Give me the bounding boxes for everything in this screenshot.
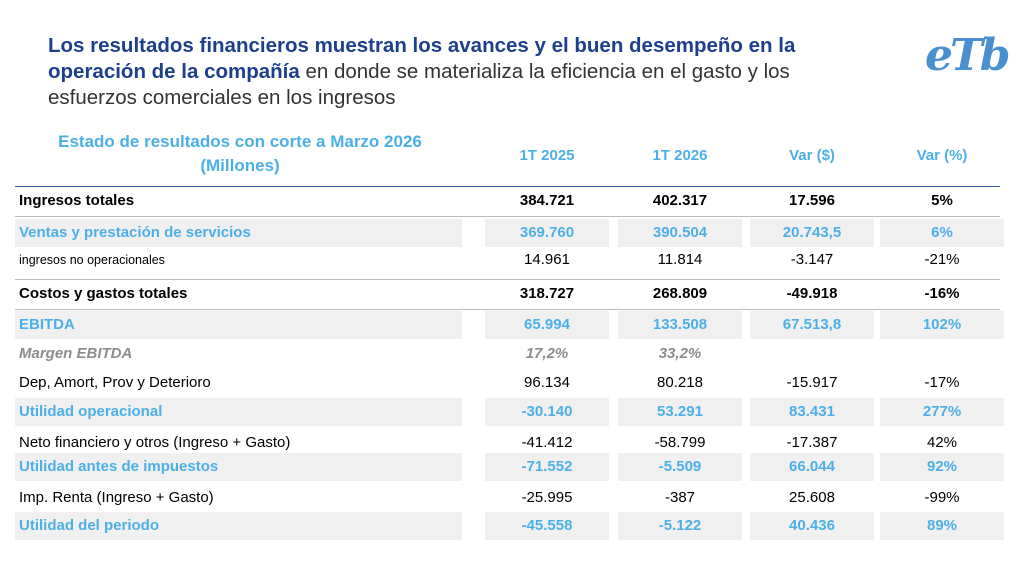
cell-value: -5.509 <box>618 453 742 481</box>
cell-value: 92% <box>880 453 1004 481</box>
headline-rest: en donde se materializa la eficiencia en… <box>48 60 790 109</box>
cell-value: 17.596 <box>789 192 835 209</box>
cell-value: 318.727 <box>519 285 575 302</box>
column-header: 1T 2025 <box>519 147 575 164</box>
cell-value: 390.504 <box>618 219 742 247</box>
cell-value: -49.918 <box>786 285 838 302</box>
cell-value: 96.134 <box>524 374 570 391</box>
row-rule <box>15 216 1000 217</box>
cell-value: -21% <box>924 251 960 268</box>
cell-value: 402.317 <box>652 192 708 209</box>
row-label: Utilidad operacional <box>15 398 462 426</box>
cell-value: 102% <box>880 311 1004 339</box>
cell-value: 65.994 <box>485 311 609 339</box>
row-label: ingresos no operacionales <box>19 253 165 267</box>
cell-value: 11.814 <box>657 251 703 268</box>
column-header: Var ($) <box>789 147 835 164</box>
cell-value: -15.917 <box>786 374 838 391</box>
row-label: EBITDA <box>15 311 462 339</box>
cell-value: 20.743,5 <box>750 219 874 247</box>
cell-value: -387 <box>664 489 696 506</box>
cell-value: -3.147 <box>790 251 834 268</box>
table-caption-unit: (Millones) <box>200 156 280 175</box>
row-rule <box>15 279 1000 280</box>
cell-value: 80.218 <box>657 374 703 391</box>
cell-value: -17% <box>924 374 960 391</box>
cell-value: -45.558 <box>485 512 609 540</box>
row-label: Dep, Amort, Prov y Deterioro <box>19 374 211 391</box>
cell-value: 14.961 <box>524 251 570 268</box>
cell-value: -30.140 <box>485 398 609 426</box>
cell-value: 42% <box>926 434 958 451</box>
cell-value: 268.809 <box>652 285 708 302</box>
headline: Los resultados financieros muestran los … <box>48 33 868 111</box>
logo: eTb <box>925 30 1010 81</box>
row-label: Costos y gastos totales <box>19 285 188 302</box>
cell-value: 83.431 <box>750 398 874 426</box>
row-label: Neto financiero y otros (Ingreso + Gasto… <box>19 434 291 451</box>
cell-value: -16% <box>924 285 960 302</box>
row-label: Utilidad antes de impuestos <box>15 453 462 481</box>
cell-value: -99% <box>924 489 960 506</box>
cell-value: 67.513,8 <box>750 311 874 339</box>
row-label: Ingresos totales <box>19 192 135 209</box>
cell-value: 40.436 <box>750 512 874 540</box>
cell-value: 89% <box>880 512 1004 540</box>
cell-value: 66.044 <box>750 453 874 481</box>
cell-value: -58.799 <box>654 434 706 451</box>
cell-value: 33,2% <box>658 345 702 362</box>
cell-value: -5.122 <box>618 512 742 540</box>
cell-value: -41.412 <box>521 434 573 451</box>
cell-value: -25.995 <box>521 489 573 506</box>
row-rule <box>15 309 1000 310</box>
column-header: Var (%) <box>916 147 968 164</box>
cell-value: 53.291 <box>618 398 742 426</box>
header-rule <box>15 186 1000 187</box>
cell-value: 17,2% <box>525 345 569 362</box>
column-header: 1T 2026 <box>652 147 708 164</box>
row-label: Utilidad del periodo <box>15 512 462 540</box>
cell-value: 133.508 <box>618 311 742 339</box>
cell-value: 6% <box>880 219 1004 247</box>
cell-value: -17.387 <box>786 434 838 451</box>
cell-value: 277% <box>880 398 1004 426</box>
row-label: Margen EBITDA <box>19 345 133 362</box>
cell-value: 384.721 <box>519 192 575 209</box>
cell-value: 5% <box>931 192 953 209</box>
cell-value: 369.760 <box>485 219 609 247</box>
row-label: Ventas y prestación de servicios <box>15 219 462 247</box>
cell-value: 25.608 <box>789 489 835 506</box>
headline-bold: Los resultados financieros muestran los … <box>48 34 796 83</box>
table-caption: Estado de resultados con corte a Marzo 2… <box>58 132 422 151</box>
cell-value: -71.552 <box>485 453 609 481</box>
row-label: Imp. Renta (Ingreso + Gasto) <box>19 489 214 506</box>
